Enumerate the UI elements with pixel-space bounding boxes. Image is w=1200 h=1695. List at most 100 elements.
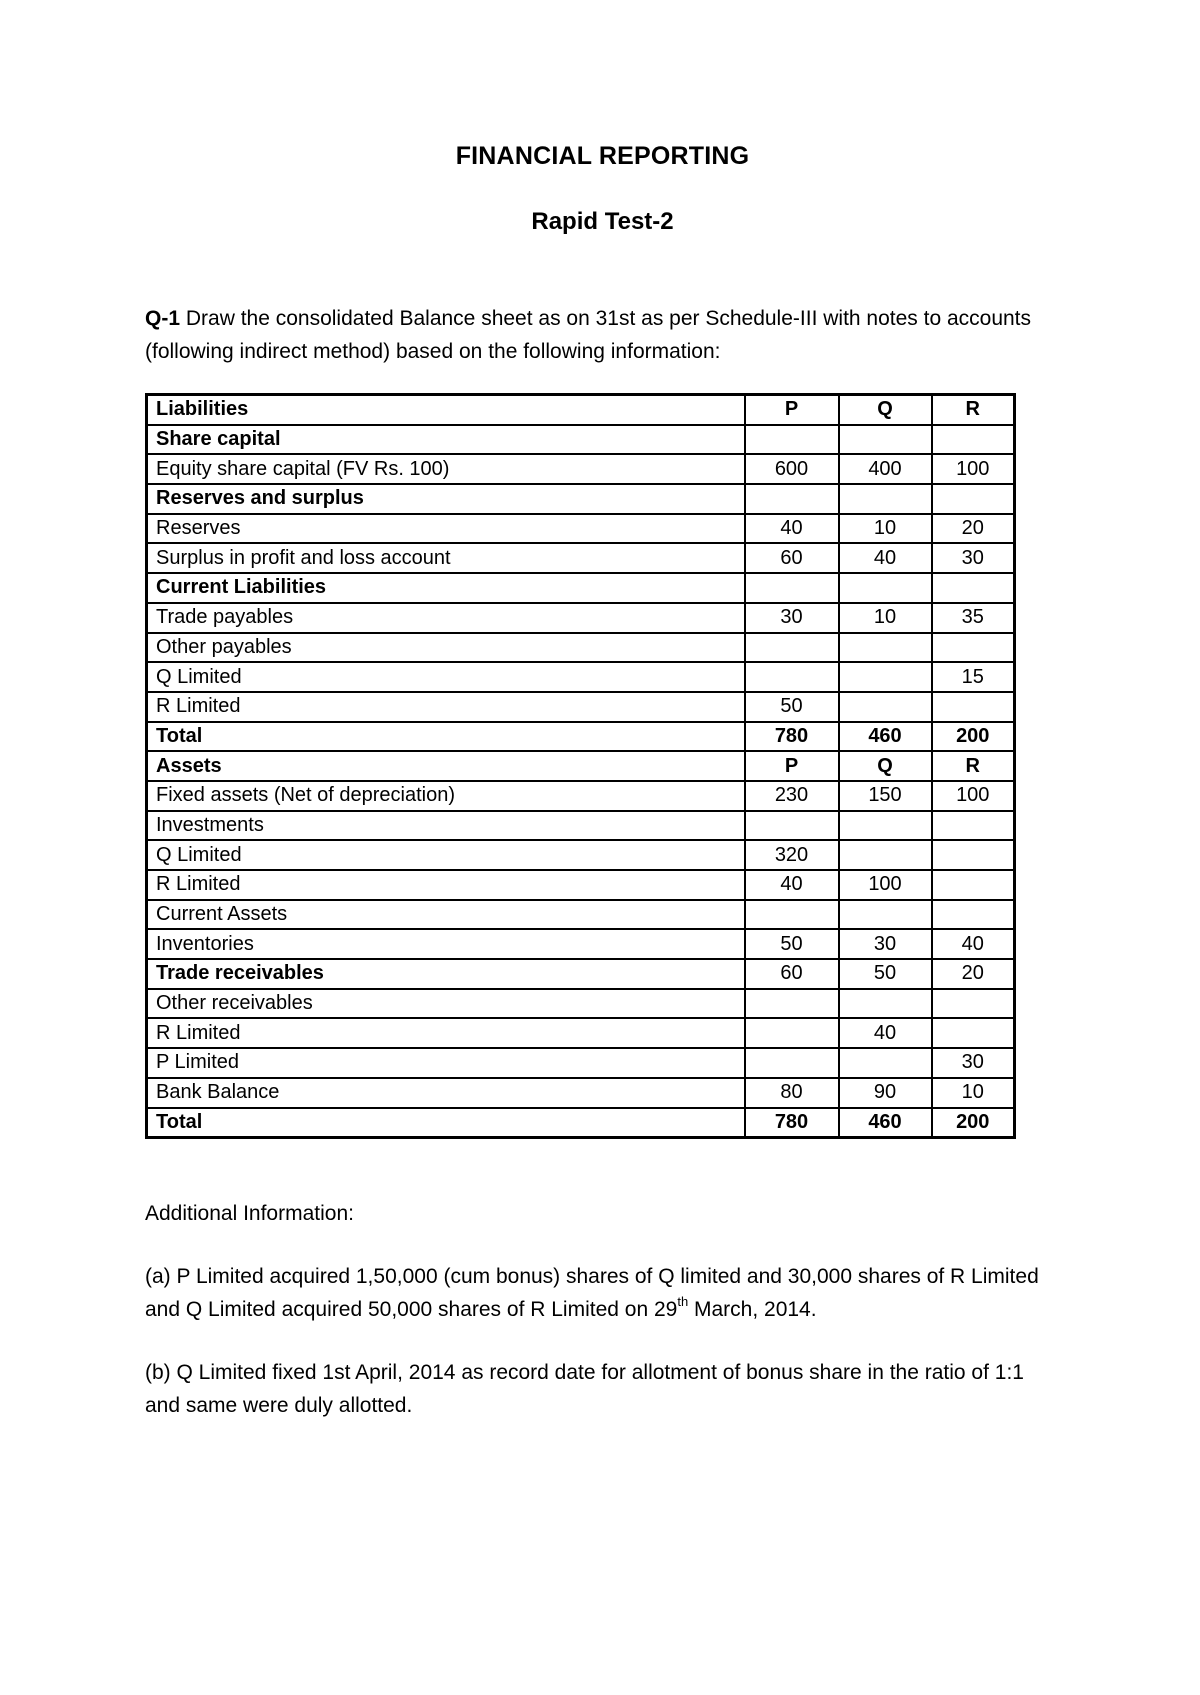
row-label-cell: Surplus in profit and loss account (145, 542, 746, 575)
row-label-cell: Q Limited (145, 839, 746, 871)
table-row: R Limited 40 (145, 1017, 1016, 1050)
info-item-b-line1: (b) Q Limited fixed 1st April, 2014 as r… (145, 1361, 1024, 1385)
value-cell-r (930, 987, 1016, 1020)
table-row: Fixed assets (Net of depreciation) 230 150… (145, 779, 1016, 812)
value-cell-r: R (930, 750, 1016, 782)
value-cell-r (930, 898, 1016, 931)
header-col-p: P (743, 393, 840, 426)
value-cell-r (930, 839, 1016, 871)
row-label-cell: Assets (145, 750, 746, 782)
table-row: Investments (145, 809, 1016, 842)
value-cell-r (930, 572, 1016, 604)
row-label-cell: R Limited (145, 869, 746, 901)
info-item-b: (b) Q Limited fixed 1st April, 2014 as r… (145, 1356, 1060, 1422)
document-content: FINANCIAL REPORTING Rapid Test-2 Q-1 Dra… (145, 142, 1060, 1422)
header-col-r: R (930, 393, 1016, 426)
row-label-cell: Total (145, 720, 746, 753)
info-item-a: (a) P Limited acquired 1,50,000 (cum bon… (145, 1260, 1060, 1326)
question-text-line1: Draw the consolidated Balance sheet as o… (180, 307, 1032, 330)
value-cell-r (930, 631, 1016, 664)
value-cell-q (837, 839, 933, 871)
row-label-cell: Reserves (145, 512, 746, 545)
document-page: { "page_title": "FINANCIAL REPORTING", "… (0, 142, 1200, 1695)
value-cell-r (930, 869, 1016, 901)
row-label-cell: Current Assets (145, 898, 746, 931)
table-row: Other payables (145, 631, 1016, 664)
info-item-a-line2-tail: March, 2014. (688, 1298, 817, 1322)
table-row: P Limited 30 (145, 1047, 1016, 1079)
table-row: Current Assets (145, 898, 1016, 931)
row-label-cell: Trade payables (145, 601, 746, 634)
value-cell-p: 80 (743, 1076, 840, 1109)
table-row: Trade payables 30 10 35 (145, 601, 1016, 634)
row-label-cell: Trade receivables (145, 958, 746, 990)
info-item-b-line2: and same were duly allotted. (145, 1394, 413, 1418)
value-cell-p: P (743, 750, 840, 782)
value-cell-r (930, 483, 1016, 515)
value-cell-p (743, 898, 840, 931)
value-cell-q (837, 572, 933, 604)
value-cell-r: 20 (930, 512, 1016, 545)
question-text-line2: (following indirect method) based on the… (145, 340, 721, 363)
value-cell-p: 60 (743, 958, 840, 990)
row-label-cell: Share capital (145, 423, 746, 456)
value-cell-q: 10 (837, 601, 933, 634)
value-cell-q: 40 (837, 1017, 933, 1050)
value-cell-q: 50 (837, 958, 933, 990)
value-cell-q: 150 (837, 779, 933, 812)
table-row: Trade receivables 60 50 20 (145, 958, 1016, 990)
row-label-cell: Total (145, 1106, 746, 1139)
table-row: Bank Balance 80 90 10 (145, 1076, 1016, 1109)
row-label-cell: Current Liabilities (145, 572, 746, 604)
value-cell-p (743, 1017, 840, 1050)
page-subtitle: Rapid Test-2 (531, 208, 674, 235)
value-cell-q: 30 (837, 928, 933, 961)
value-cell-q (837, 1047, 933, 1079)
row-label-cell: Reserves and surplus (145, 483, 746, 515)
row-label-cell: R Limited (145, 690, 746, 723)
row-label-cell: Inventories (145, 928, 746, 961)
table-row: Surplus in profit and loss account 60 40 30 (145, 542, 1016, 575)
value-cell-p (743, 1047, 840, 1079)
value-cell-r: 40 (930, 928, 1016, 961)
value-cell-r: 30 (930, 542, 1016, 575)
info-item-a-line2-text: and Q Limited acquired 50,000 shares of … (145, 1298, 678, 1322)
table-row: R Limited 50 (145, 690, 1016, 723)
table-row: Q Limited 320 (145, 839, 1016, 871)
value-cell-q: 100 (837, 869, 933, 901)
value-cell-q: 460 (837, 1106, 933, 1139)
table-row: Other receivables (145, 987, 1016, 1020)
value-cell-r: 20 (930, 958, 1016, 990)
value-cell-p: 230 (743, 779, 840, 812)
value-cell-r: 100 (930, 453, 1016, 486)
value-cell-p: 50 (743, 690, 840, 723)
table-row: Inventories 50 30 40 (145, 928, 1016, 961)
row-label-cell: R Limited (145, 1017, 746, 1050)
value-cell-p: 600 (743, 453, 840, 486)
value-cell-r (930, 1017, 1016, 1050)
value-cell-p (743, 483, 840, 515)
table-row: Current Liabilities (145, 572, 1016, 604)
value-cell-p: 30 (743, 601, 840, 634)
value-cell-q: 10 (837, 512, 933, 545)
table-row: Reserves 40 10 20 (145, 512, 1016, 545)
value-cell-r: 10 (930, 1076, 1016, 1109)
table-row: Share capital (145, 423, 1016, 456)
value-cell-q (837, 809, 933, 842)
table-row: Reserves and surplus (145, 483, 1016, 515)
value-cell-p (743, 661, 840, 693)
value-cell-r: 30 (930, 1047, 1016, 1079)
table-header-row: Liabilities P Q R (145, 393, 1016, 426)
value-cell-p: 780 (743, 720, 840, 753)
info-item-a-line2: and Q Limited acquired 50,000 shares of … (145, 1293, 1060, 1326)
info-item-a-line1: (a) P Limited acquired 1,50,000 (cum bon… (145, 1265, 1039, 1289)
value-cell-p: 60 (743, 542, 840, 575)
value-cell-p (743, 987, 840, 1020)
value-cell-q (837, 690, 933, 723)
value-cell-r: 100 (930, 779, 1016, 812)
row-label-cell: Fixed assets (Net of depreciation) (145, 779, 746, 812)
value-cell-q: 90 (837, 1076, 933, 1109)
additional-info-heading: Additional Information: (145, 1202, 354, 1226)
value-cell-q (837, 661, 933, 693)
table-row: Total 780 460 200 (145, 720, 1016, 753)
